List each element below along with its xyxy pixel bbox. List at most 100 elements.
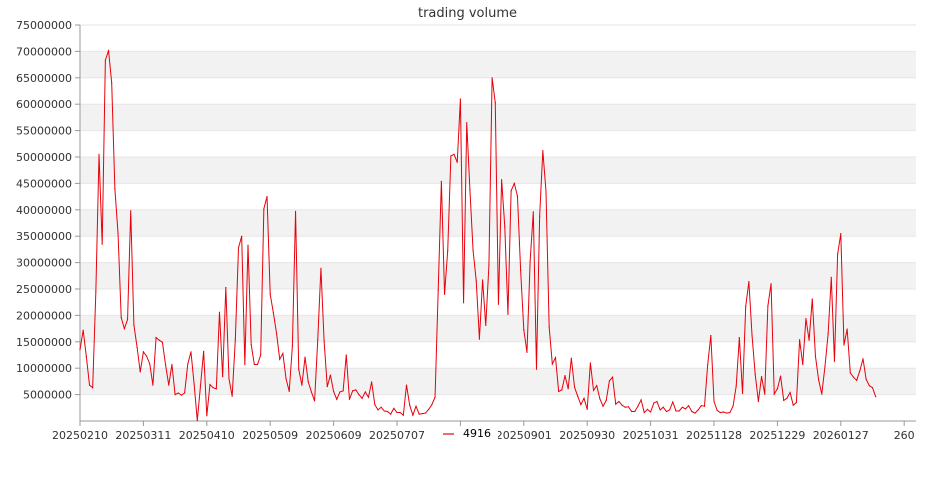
data-point xyxy=(279,358,281,360)
data-point xyxy=(111,82,113,84)
data-point xyxy=(548,326,550,328)
data-point xyxy=(843,344,845,346)
data-point xyxy=(672,401,674,403)
data-point xyxy=(738,336,740,339)
x-tick-label: 20250311 xyxy=(115,429,171,442)
y-tick-label: 10000000 xyxy=(16,362,72,375)
data-point xyxy=(630,410,633,413)
legend: 4916 xyxy=(438,426,498,440)
data-point xyxy=(107,49,110,51)
data-point xyxy=(469,189,471,191)
data-point xyxy=(374,404,376,406)
data-point xyxy=(802,363,804,366)
data-point xyxy=(421,413,423,415)
data-point xyxy=(703,405,706,407)
data-point xyxy=(520,269,522,272)
x-tick-label: 20250707 xyxy=(369,429,425,442)
data-point xyxy=(339,391,341,393)
data-point xyxy=(713,400,715,403)
data-point xyxy=(669,409,671,411)
y-tick-label: 20000000 xyxy=(16,309,72,322)
data-point xyxy=(558,390,560,393)
data-point xyxy=(770,283,772,285)
data-point xyxy=(190,351,192,353)
data-point xyxy=(741,392,744,395)
data-point xyxy=(764,393,766,395)
data-point xyxy=(513,182,515,184)
grid-band xyxy=(80,315,916,342)
data-point xyxy=(507,313,509,315)
data-point xyxy=(564,374,566,377)
data-point xyxy=(611,376,614,378)
data-point xyxy=(716,409,718,412)
x-tick-label: 20250509 xyxy=(242,429,298,442)
data-point xyxy=(424,412,427,414)
data-point xyxy=(846,328,848,330)
data-point xyxy=(180,394,183,396)
y-tick-label: 45000000 xyxy=(16,177,72,190)
data-point xyxy=(342,390,344,392)
data-point xyxy=(875,396,877,398)
data-point xyxy=(323,340,325,342)
data-point xyxy=(358,394,360,396)
series-line xyxy=(79,50,877,421)
data-point xyxy=(288,390,290,393)
grid-band xyxy=(80,104,916,131)
data-point xyxy=(561,389,563,391)
data-point xyxy=(808,339,810,341)
data-point xyxy=(250,343,252,346)
x-tick-label: 20251229 xyxy=(749,429,805,442)
data-point xyxy=(497,303,500,305)
data-point xyxy=(437,289,439,291)
data-point xyxy=(307,381,309,383)
data-point xyxy=(745,305,747,308)
data-point xyxy=(241,235,243,237)
data-point xyxy=(456,161,458,163)
data-point xyxy=(599,398,601,400)
data-point xyxy=(783,399,785,402)
data-point xyxy=(710,334,712,337)
data-point xyxy=(418,413,420,415)
data-point xyxy=(149,363,151,365)
chart-title: trading volume xyxy=(418,6,517,21)
data-point xyxy=(650,411,652,413)
data-point xyxy=(333,390,335,393)
y-axis: 5000000 10000000 15000000 20000000 25000000 3… xyxy=(16,19,81,421)
data-point xyxy=(757,400,759,403)
data-point xyxy=(539,215,541,217)
data-point xyxy=(827,333,829,335)
data-point xyxy=(434,396,436,398)
data-point xyxy=(760,376,763,378)
data-point xyxy=(377,409,379,411)
data-point xyxy=(592,389,595,391)
data-point xyxy=(269,293,271,295)
data-point xyxy=(203,350,205,352)
data-point xyxy=(697,409,699,411)
data-point xyxy=(313,400,316,402)
data-point xyxy=(862,358,864,360)
data-point xyxy=(466,122,468,124)
data-point xyxy=(675,410,677,412)
data-point xyxy=(478,338,481,340)
data-point xyxy=(751,334,753,337)
data-point xyxy=(824,366,826,368)
x-tick-label: 20250609 xyxy=(306,429,362,442)
data-point xyxy=(735,385,737,387)
data-point xyxy=(431,404,433,406)
data-point xyxy=(196,419,198,422)
data-point xyxy=(453,153,455,155)
y-tick-label: 5000000 xyxy=(23,389,72,402)
legend-label: 4916 xyxy=(463,427,491,440)
data-point xyxy=(615,403,617,405)
data-point xyxy=(659,409,661,411)
data-point xyxy=(535,368,538,370)
data-point xyxy=(225,286,227,289)
data-point xyxy=(139,371,141,373)
data-point xyxy=(681,406,683,408)
data-point xyxy=(282,352,284,355)
data-point xyxy=(329,374,332,376)
data-point xyxy=(161,341,164,343)
y-tick-label: 15000000 xyxy=(16,336,72,349)
data-point xyxy=(580,404,582,406)
